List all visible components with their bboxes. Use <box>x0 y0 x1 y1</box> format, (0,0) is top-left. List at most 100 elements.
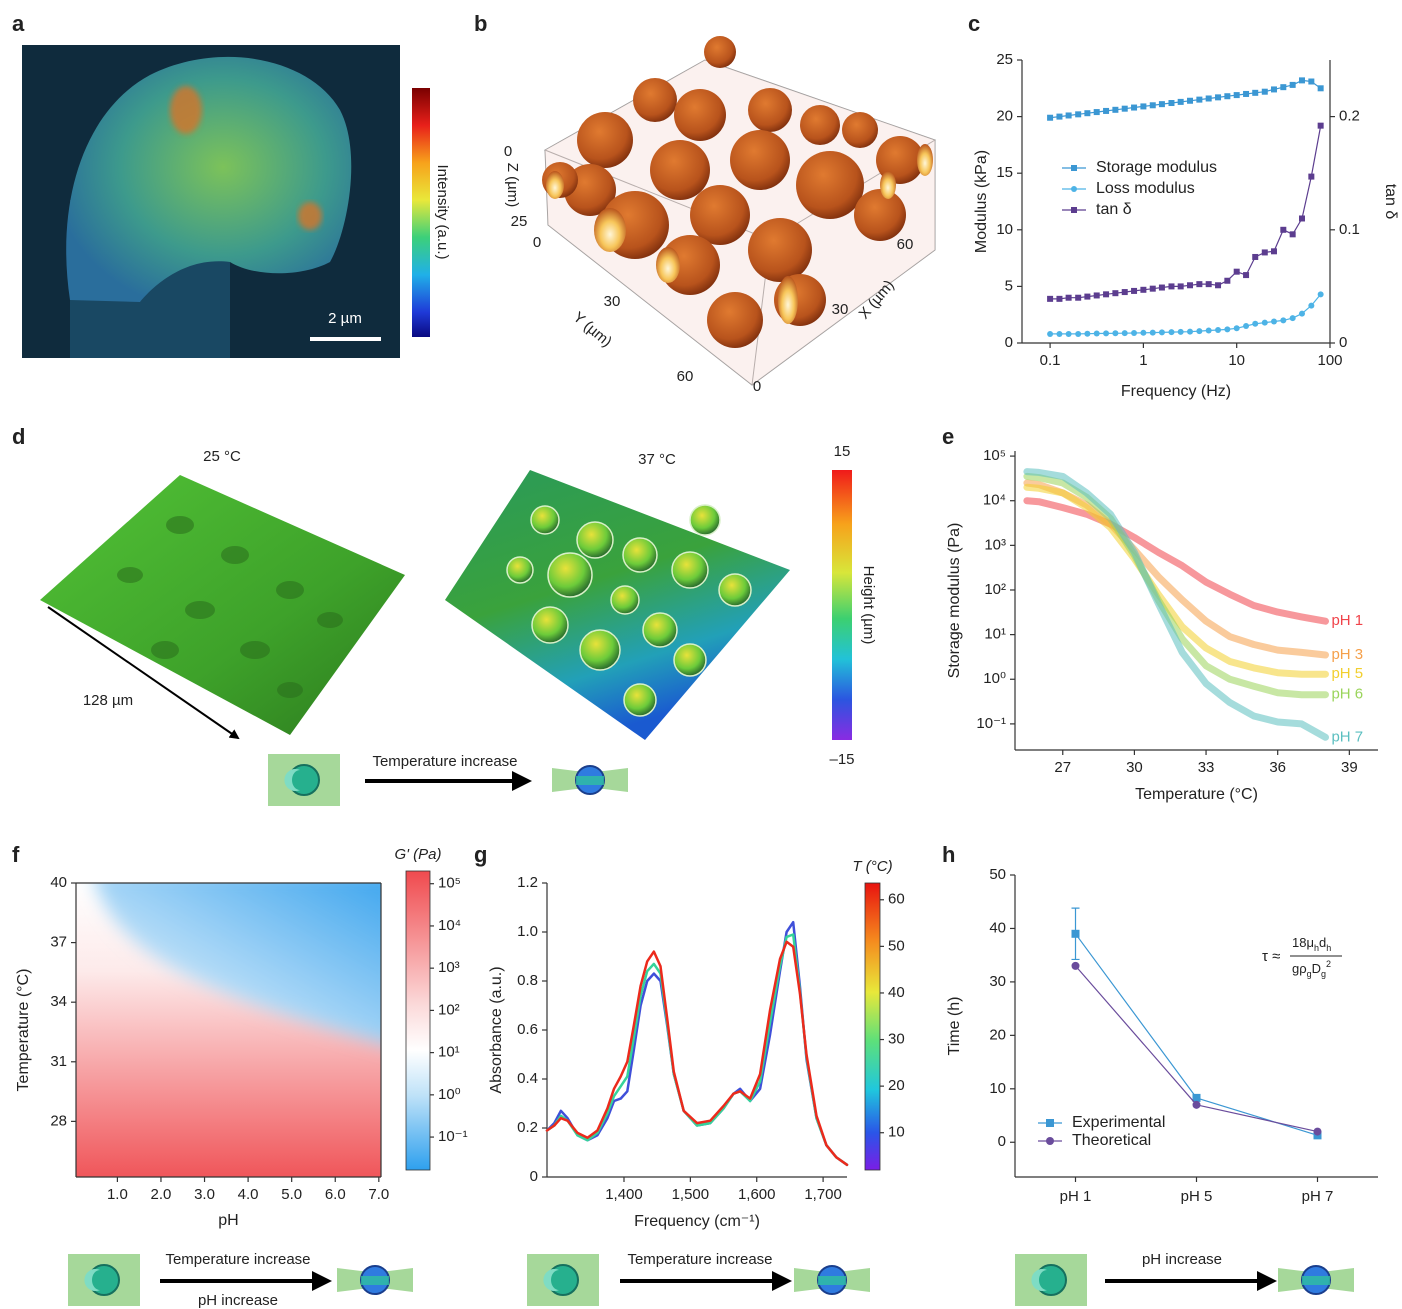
marker <box>1056 296 1062 302</box>
marker <box>1280 84 1286 90</box>
formula: 18μhdh <box>1292 935 1331 953</box>
y-tick-label: 40 <box>989 919 1006 936</box>
figure: a b c d e f g h Intensity (a.u.) 2 µm Z … <box>0 0 1402 1309</box>
marker <box>1103 291 1109 297</box>
panel-b-image <box>577 112 633 168</box>
colorbar-label: Height (µm) <box>860 566 877 645</box>
legend-label: tan δ <box>1096 201 1132 218</box>
y-tick-label: 50 <box>989 866 1006 883</box>
marker <box>1243 272 1249 278</box>
marker <box>1252 321 1258 327</box>
x-tick-label: 100 <box>1317 352 1342 369</box>
y-tick-label: 10 <box>989 1080 1006 1097</box>
y-tick-label: 10⁻¹ <box>976 715 1006 732</box>
schematic <box>527 1254 599 1306</box>
schematic <box>68 1254 140 1306</box>
y2-tick-label: 0.2 <box>1339 108 1360 125</box>
y-tick-label: 31 <box>50 1053 67 1070</box>
x-tick-label: 1 <box>1139 352 1147 369</box>
panel-d-image <box>117 567 143 583</box>
marker <box>1308 79 1314 85</box>
marker <box>1178 283 1184 289</box>
marker <box>1084 294 1090 300</box>
y-tick-label: 0 <box>530 1168 538 1185</box>
marker <box>1215 327 1221 333</box>
chart: pH 1pH 5pH 701020304050Time (h)Experimen… <box>946 866 1378 1205</box>
x-tick-label: 39 <box>1341 759 1358 776</box>
y-axis-label: Temperature (°C) <box>15 969 32 1092</box>
marker <box>1112 330 1118 336</box>
x-tick-label: pH 5 <box>1181 1188 1213 1205</box>
formula: h <box>1326 943 1331 953</box>
marker <box>1187 329 1193 335</box>
panel-d-image <box>624 684 656 716</box>
y-tick-label: 10⁵ <box>983 447 1006 464</box>
panel-b-image <box>707 292 763 348</box>
y-tick-label: 10 <box>996 221 1013 238</box>
y-axis-label: Storage modulus (Pa) <box>946 523 963 679</box>
series-line <box>1050 126 1321 299</box>
tick-label: 60 <box>677 368 694 385</box>
colorbar-label: G' (Pa) <box>394 846 441 863</box>
marker <box>1066 331 1072 337</box>
marker <box>1224 93 1230 99</box>
y-tick-label: 28 <box>50 1112 67 1129</box>
formula: gρ <box>1292 961 1307 976</box>
schematic <box>337 1266 413 1294</box>
marker <box>1271 86 1277 92</box>
marker <box>1252 254 1258 260</box>
panel-d-image <box>277 682 303 698</box>
panel-labels: d <box>12 424 25 449</box>
marker <box>1299 311 1305 317</box>
panel-labels: h <box>942 842 955 867</box>
formula: g <box>1321 969 1326 979</box>
panel-d-image <box>672 552 708 588</box>
tick-label: 30 <box>604 293 621 310</box>
marker <box>1056 331 1062 337</box>
series-line <box>547 935 847 1165</box>
marker <box>1112 107 1118 113</box>
marker <box>1308 303 1314 309</box>
panel-d-image <box>611 586 639 614</box>
marker <box>1271 318 1277 324</box>
panel-a-image <box>412 88 430 337</box>
y-tick-label: 5 <box>1005 277 1013 294</box>
panel-b-image <box>917 144 933 176</box>
marker <box>1280 227 1286 233</box>
y-tick-label: 1.2 <box>517 874 538 891</box>
marker <box>1159 329 1165 335</box>
size-label: 128 µm <box>83 692 133 709</box>
formula: τ ≈ 18μhdh gρgDg2 <box>1262 935 1342 979</box>
marker <box>1206 328 1212 334</box>
panel-d-image <box>268 754 340 806</box>
marker <box>1187 98 1193 104</box>
marker <box>1234 325 1240 331</box>
marker <box>1196 328 1202 334</box>
marker <box>1206 281 1212 287</box>
x-axis-label: pH <box>218 1212 238 1229</box>
y-tick-label: 40 <box>50 874 67 891</box>
y-tick-label: 0.2 <box>517 1119 538 1136</box>
legend-marker <box>1071 186 1077 192</box>
marker <box>1178 329 1184 335</box>
x-tick-label: 36 <box>1269 759 1286 776</box>
colorbar-tick-label: 10³ <box>438 959 460 976</box>
x-axis-label: Frequency (cm⁻¹) <box>634 1213 760 1230</box>
y-tick-label: 0 <box>1005 334 1013 351</box>
y-tick-label: 10⁴ <box>983 492 1006 509</box>
colorbar-label: Intensity (a.u.) <box>434 164 451 259</box>
legend-label: pH 7 <box>1331 728 1363 745</box>
x-axis-label: Temperature (°C) <box>1135 786 1258 803</box>
legend-label: pH 3 <box>1331 646 1363 663</box>
y-tick-label: 37 <box>50 934 67 951</box>
y-tick-label: 10² <box>984 581 1006 598</box>
marker <box>1112 290 1118 296</box>
panel-d-image <box>690 505 720 535</box>
colorbar-max: 15 <box>834 443 851 460</box>
x-tick-label: 30 <box>1126 759 1143 776</box>
y-tick-label: 0.8 <box>517 972 538 989</box>
panel-d-image <box>531 506 559 534</box>
y-tick-label: 20 <box>989 1026 1006 1043</box>
panel-d-image <box>532 607 568 643</box>
y-axis-label: Modulus (kPa) <box>973 150 990 253</box>
